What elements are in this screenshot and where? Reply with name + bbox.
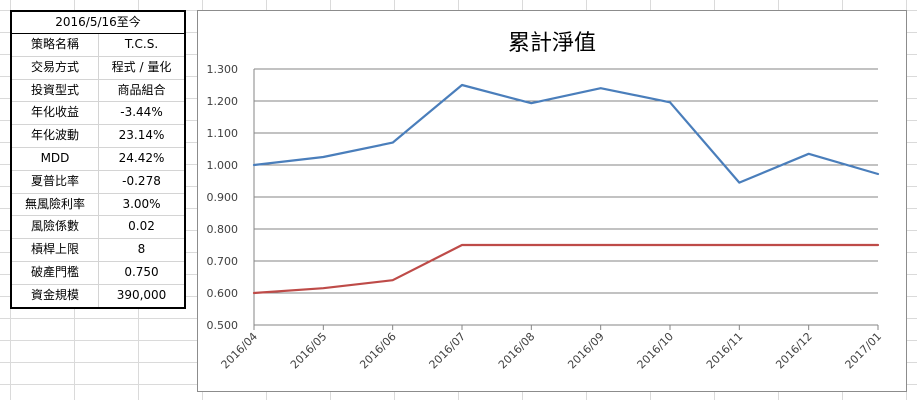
stats-label: 策略名稱 bbox=[12, 34, 99, 56]
stats-row: 破產門檻 0.750 bbox=[12, 261, 184, 285]
stats-row: 資金規模 390,000 bbox=[12, 284, 184, 307]
stats-header: 2016/5/16至今 bbox=[12, 12, 184, 34]
stats-row: 投資型式 商品組合 bbox=[12, 79, 184, 103]
chart-title: 累計淨值 bbox=[507, 31, 596, 56]
stats-value: 23.14% bbox=[118, 128, 165, 143]
stats-value: 0.02 bbox=[128, 219, 155, 234]
strategy-stats-table: 2016/5/16至今 策略名稱 T.C.S. 交易方式 程式 / 量化 投資型式 商品組… bbox=[10, 10, 186, 309]
y-tick-label: 0.800 bbox=[207, 223, 239, 236]
chart-container[interactable]: 累計淨值 0.500 0.600 0.700 0.800 0.900 1.000 1.100… bbox=[197, 10, 907, 392]
stats-row: 夏普比率 -0.278 bbox=[12, 170, 184, 194]
stats-row: 策略名稱 T.C.S. bbox=[12, 34, 184, 57]
stats-label: 夏普比率 bbox=[12, 170, 99, 193]
x-tick-label: 2016/12 bbox=[773, 330, 815, 372]
stats-value: 0.750 bbox=[124, 264, 159, 279]
y-tick-label: 1.100 bbox=[207, 127, 239, 140]
y-tick-label: 0.500 bbox=[207, 319, 239, 332]
stats-row: 無風險利率 3.00% bbox=[12, 193, 184, 217]
stats-value: 8 bbox=[137, 242, 146, 257]
stats-value: 3.00% bbox=[122, 196, 161, 211]
stats-value: 商品組合 bbox=[117, 82, 166, 97]
stats-label: 槓桿上限 bbox=[12, 239, 99, 261]
stats-row: 風險係數 0.02 bbox=[12, 216, 184, 240]
stats-label: MDD bbox=[12, 147, 99, 170]
x-tick-label: 2016/05 bbox=[288, 330, 330, 372]
series-line-1 bbox=[252, 83, 880, 184]
x-tick-label: 2017/01 bbox=[843, 330, 885, 372]
x-tick-label: 2016/04 bbox=[219, 330, 261, 372]
stats-label: 破產門檻 bbox=[12, 261, 99, 284]
stats-row: 年化收益 -3.44% bbox=[12, 102, 184, 126]
x-tick-label: 2016/08 bbox=[496, 330, 538, 372]
stats-row: MDD 24.42% bbox=[12, 147, 184, 171]
stats-row: 槓桿上限 8 bbox=[12, 239, 184, 262]
x-tick-label: 2016/09 bbox=[565, 330, 607, 372]
stats-label: 資金規模 bbox=[12, 284, 99, 307]
stats-value: 390,000 bbox=[116, 287, 167, 302]
x-tick-label: 2016/06 bbox=[357, 330, 399, 372]
x-tick-label: 2016/11 bbox=[704, 330, 746, 372]
stats-label: 風險係數 bbox=[12, 216, 99, 239]
y-tick-label: 0.600 bbox=[207, 287, 239, 300]
y-tick-label: 0.700 bbox=[207, 255, 239, 268]
stats-value: -0.278 bbox=[122, 173, 161, 188]
stats-label: 投資型式 bbox=[12, 79, 99, 102]
stats-label: 無風險利率 bbox=[12, 193, 99, 216]
x-tick-label: 2016/10 bbox=[635, 330, 677, 372]
stats-label: 年化收益 bbox=[12, 102, 99, 125]
y-tick-label: 1.300 bbox=[207, 63, 239, 76]
y-tick-label: 1.000 bbox=[207, 159, 239, 172]
line-chart: 0.500 0.600 0.700 0.800 0.900 1.000 1.100 1.200… bbox=[207, 63, 885, 372]
stats-row: 交易方式 程式 / 量化 bbox=[12, 56, 184, 80]
stats-row: 年化波動 23.14% bbox=[12, 125, 184, 148]
stats-value: T.C.S. bbox=[124, 37, 159, 51]
stats-value: 程式 / 量化 bbox=[111, 59, 172, 74]
y-tick-label: 0.900 bbox=[207, 191, 239, 204]
x-tick-label: 2016/07 bbox=[427, 330, 469, 372]
y-tick-label: 1.200 bbox=[207, 95, 239, 108]
stats-value: -3.44% bbox=[120, 105, 163, 120]
stats-label: 交易方式 bbox=[12, 56, 99, 79]
series-line-2 bbox=[252, 243, 880, 295]
stats-label: 年化波動 bbox=[12, 125, 99, 147]
stats-value: 24.42% bbox=[118, 150, 165, 165]
